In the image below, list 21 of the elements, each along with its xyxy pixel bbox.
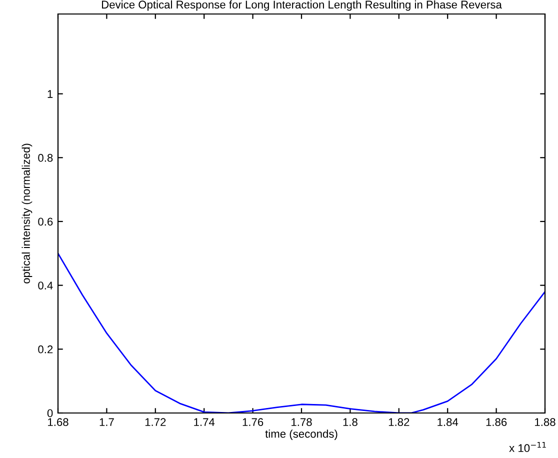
y-axis-title: optical intensity (normalized) [22, 144, 32, 284]
y-tick-label: 0.4 [38, 282, 53, 290]
x-tick-label: 1.82 [388, 418, 410, 426]
y-tick-label: 1 [48, 90, 53, 98]
x-tick-label: 1.7 [100, 418, 114, 426]
x-axis-title: time (seconds) [265, 430, 338, 440]
x-tick-label: 1.74 [194, 418, 215, 426]
chart-title: Device Optical Response for Long Interaction Length Resulting in Phase Reversa [102, 0, 502, 11]
x-tick-label: 1.76 [242, 418, 264, 426]
x-tick-label: 1.72 [145, 418, 166, 426]
x-tick-label: 1.88 [535, 418, 556, 426]
x-tick-label: 1.78 [292, 418, 312, 426]
y-tick-label: 0.8 [38, 154, 53, 162]
text: x 10$^{−11}$ [509, 442, 546, 452]
x-tick-label: 1.68 [48, 418, 68, 426]
y-tick-label: 0 [47, 409, 53, 418]
y-tick-label: 0.2 [38, 345, 53, 354]
y-tick-label: 0.6 [38, 218, 53, 226]
x-tick-label: 1.86 [486, 418, 507, 426]
x-tick-label: 1.84 [438, 418, 458, 426]
x-tick-label: 1.8 [343, 418, 358, 426]
